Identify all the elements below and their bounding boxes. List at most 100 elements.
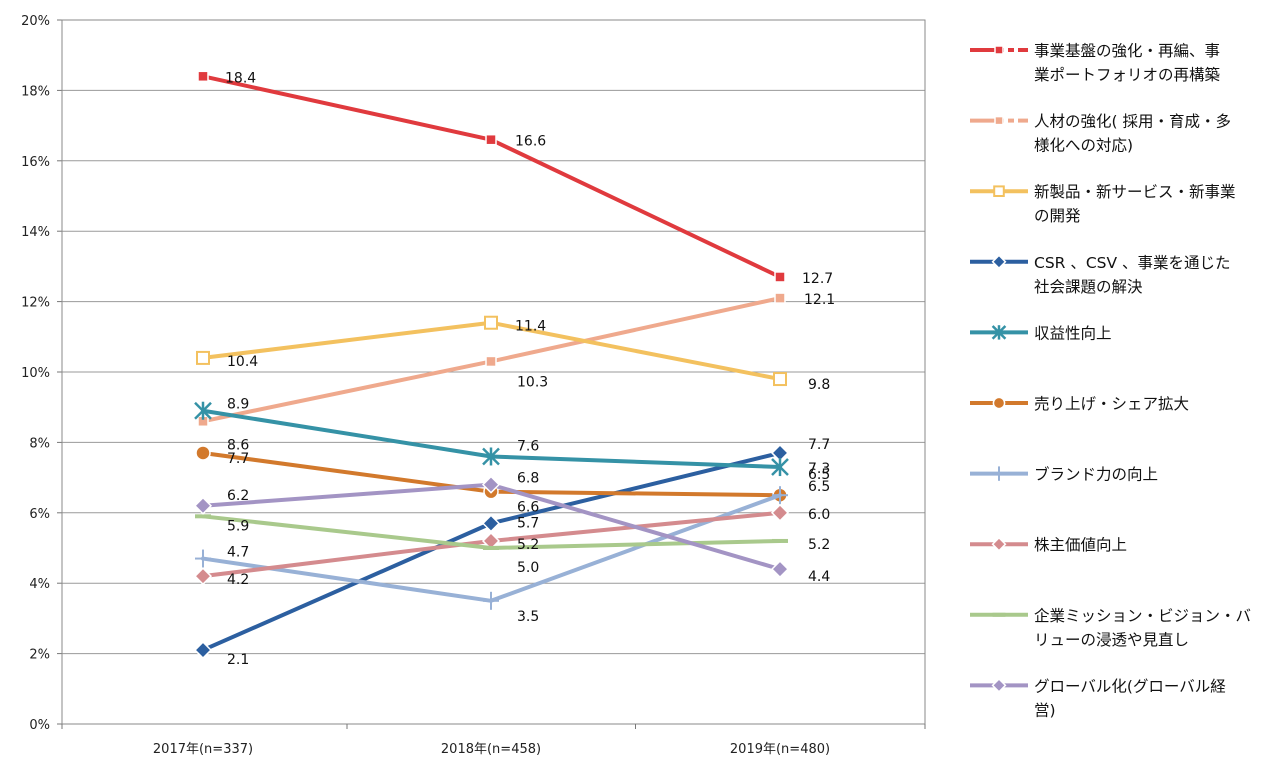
marker-diamond	[481, 514, 501, 533]
legend-marker	[992, 466, 1006, 481]
data-label: 6.5	[808, 479, 830, 495]
data-point	[482, 447, 500, 466]
gridlines	[62, 19, 925, 655]
data-label: 7.6	[517, 438, 539, 454]
data-point	[195, 445, 211, 461]
data-label: 8.6	[227, 437, 249, 453]
data-point	[485, 355, 497, 368]
legend-label: CSR 、CSV 、事業を通じた	[1034, 254, 1231, 272]
legend-label: リューの浸透や見直し	[1034, 631, 1189, 649]
marker-open-square	[196, 350, 210, 365]
data-labels: 18.4 16.6 12.7 8.6 10.3 12.1 10.4 11.4 9.8 2.1 5.7…	[225, 70, 835, 668]
y-tick-label: 6%	[29, 507, 50, 522]
data-label: 7.3	[808, 461, 830, 477]
series-5	[194, 401, 789, 477]
data-label: 6.8	[517, 471, 539, 487]
marker-diamond	[193, 567, 213, 586]
marker-square	[485, 355, 497, 368]
marker-diamond	[991, 536, 1007, 552]
legend-label: 人材の強化( 採用・育成・多	[1034, 113, 1231, 131]
data-point	[774, 271, 786, 283]
data-label: 6.2	[227, 488, 249, 504]
data-point	[484, 315, 498, 330]
marker-diamond	[193, 641, 213, 660]
legend-label: 収益性向上	[1034, 324, 1112, 342]
marker-open-square	[773, 372, 787, 387]
data-label: 7.7	[227, 451, 249, 467]
data-label: 2.1	[227, 652, 249, 668]
x-tick-label: 2019年(n=480)	[730, 742, 830, 757]
data-label: 16.6	[515, 134, 546, 150]
data-label: 3.5	[517, 609, 539, 625]
data-label: 4.7	[227, 545, 249, 561]
y-tick-label: 16%	[21, 155, 50, 170]
legend-marker	[992, 396, 1006, 410]
data-point	[196, 350, 210, 365]
data-point	[193, 567, 213, 586]
legend-label: 新製品・新サービス・新事業	[1034, 183, 1236, 201]
marker-open-square	[993, 185, 1005, 197]
data-label: 10.3	[517, 374, 548, 390]
series-9	[195, 514, 788, 550]
data-point	[193, 641, 213, 660]
data-label: 5.0	[517, 560, 539, 576]
data-point	[197, 70, 209, 83]
data-label: 5.2	[517, 537, 539, 553]
legend-marker	[991, 536, 1007, 552]
legend-label: 社会課題の解決	[1034, 278, 1143, 296]
series-4	[193, 443, 790, 660]
data-label: 12.1	[804, 292, 835, 308]
data-label: 5.9	[227, 518, 249, 534]
marker-diamond	[991, 677, 1007, 693]
marker-diamond	[481, 475, 501, 494]
data-label: 18.4	[225, 70, 256, 86]
legend-label: グローバル化(グローバル経	[1034, 677, 1226, 695]
legend-label: 事業基盤の強化・再編、事	[1034, 42, 1220, 60]
legend-item: 売り上げ・シェア拡大	[970, 395, 1189, 413]
data-point	[773, 372, 787, 387]
y-tick-label: 0%	[29, 718, 50, 733]
marker-diamond	[193, 496, 213, 515]
legend-label: 営)	[1034, 701, 1056, 719]
x-tick-label: 2017年(n=337)	[153, 742, 253, 757]
legend-label: 様化への対応)	[1034, 137, 1133, 155]
legend-label: 企業ミッション・ビジョン・バ	[1034, 607, 1251, 625]
data-label: 12.7	[802, 271, 833, 287]
marker-square	[774, 292, 786, 304]
data-label: 9.8	[808, 377, 830, 393]
marker-square	[774, 271, 786, 283]
data-point	[193, 496, 213, 515]
y-tick-label: 4%	[29, 577, 50, 592]
x-tick-label: 2018年(n=458)	[441, 742, 541, 757]
series-8	[193, 503, 790, 586]
marker-open-square	[484, 315, 498, 330]
axes: 0% 2% 4% 6% 8% 10% 12% 14% 16% 18% 20% 2017年(n=337)…	[21, 14, 926, 757]
data-label: 4.2	[227, 572, 249, 588]
y-tick-label: 12%	[21, 296, 50, 311]
series-7	[195, 486, 788, 610]
data-point	[774, 292, 786, 304]
data-point	[481, 475, 501, 494]
series-line	[201, 74, 782, 279]
legend-label: ブランド力の向上	[1034, 465, 1158, 484]
data-label: 8.9	[227, 397, 249, 413]
legend-marker	[993, 185, 1005, 197]
series-lines	[193, 70, 790, 660]
legend-label: 売り上げ・シェア拡大	[1034, 395, 1189, 413]
data-label: 6.6	[517, 500, 539, 516]
legend-marker	[991, 254, 1007, 270]
data-label: 6.0	[808, 507, 830, 523]
legend-label: 業ポートフォリオの再構築	[1034, 66, 1220, 84]
data-point	[772, 486, 788, 505]
data-label: 5.7	[517, 515, 539, 531]
series-1	[197, 70, 786, 283]
y-tick-label: 18%	[21, 84, 50, 99]
marker-square	[994, 45, 1004, 55]
